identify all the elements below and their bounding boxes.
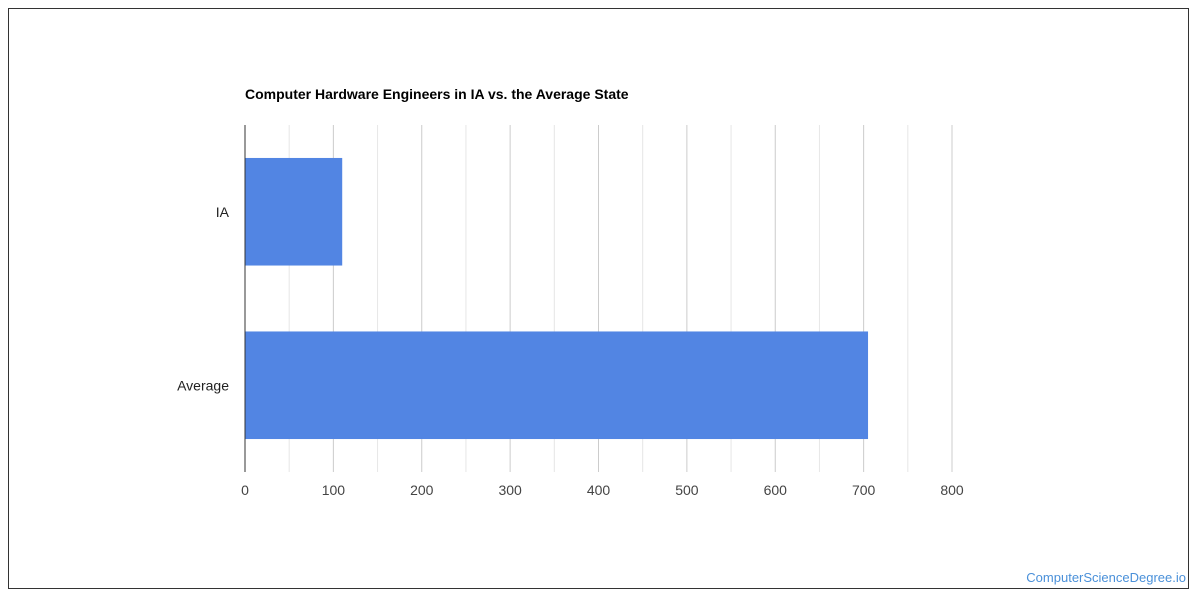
y-axis-categories: IA Average xyxy=(177,204,230,394)
bar-average[interactable] xyxy=(245,331,869,440)
x-tick-label: 400 xyxy=(587,482,611,498)
x-tick-label: 200 xyxy=(410,482,434,498)
x-tick-label: 700 xyxy=(852,482,876,498)
x-tick-label: 500 xyxy=(675,482,699,498)
category-label: Average xyxy=(177,377,229,393)
x-tick-label: 800 xyxy=(940,482,964,498)
bars xyxy=(245,157,869,440)
category-label: IA xyxy=(216,204,230,220)
x-tick-label: 300 xyxy=(498,482,522,498)
x-tick-label: 100 xyxy=(322,482,346,498)
chart-title: Computer Hardware Engineers in IA vs. th… xyxy=(245,86,629,102)
x-axis-ticks: 0 100 200 300 400 500 600 700 800 xyxy=(241,482,964,498)
bar-ia[interactable] xyxy=(245,157,343,266)
x-tick-label: 600 xyxy=(764,482,788,498)
x-tick-label: 0 xyxy=(241,482,249,498)
site-watermark[interactable]: ComputerScienceDegree.io xyxy=(1026,570,1186,585)
